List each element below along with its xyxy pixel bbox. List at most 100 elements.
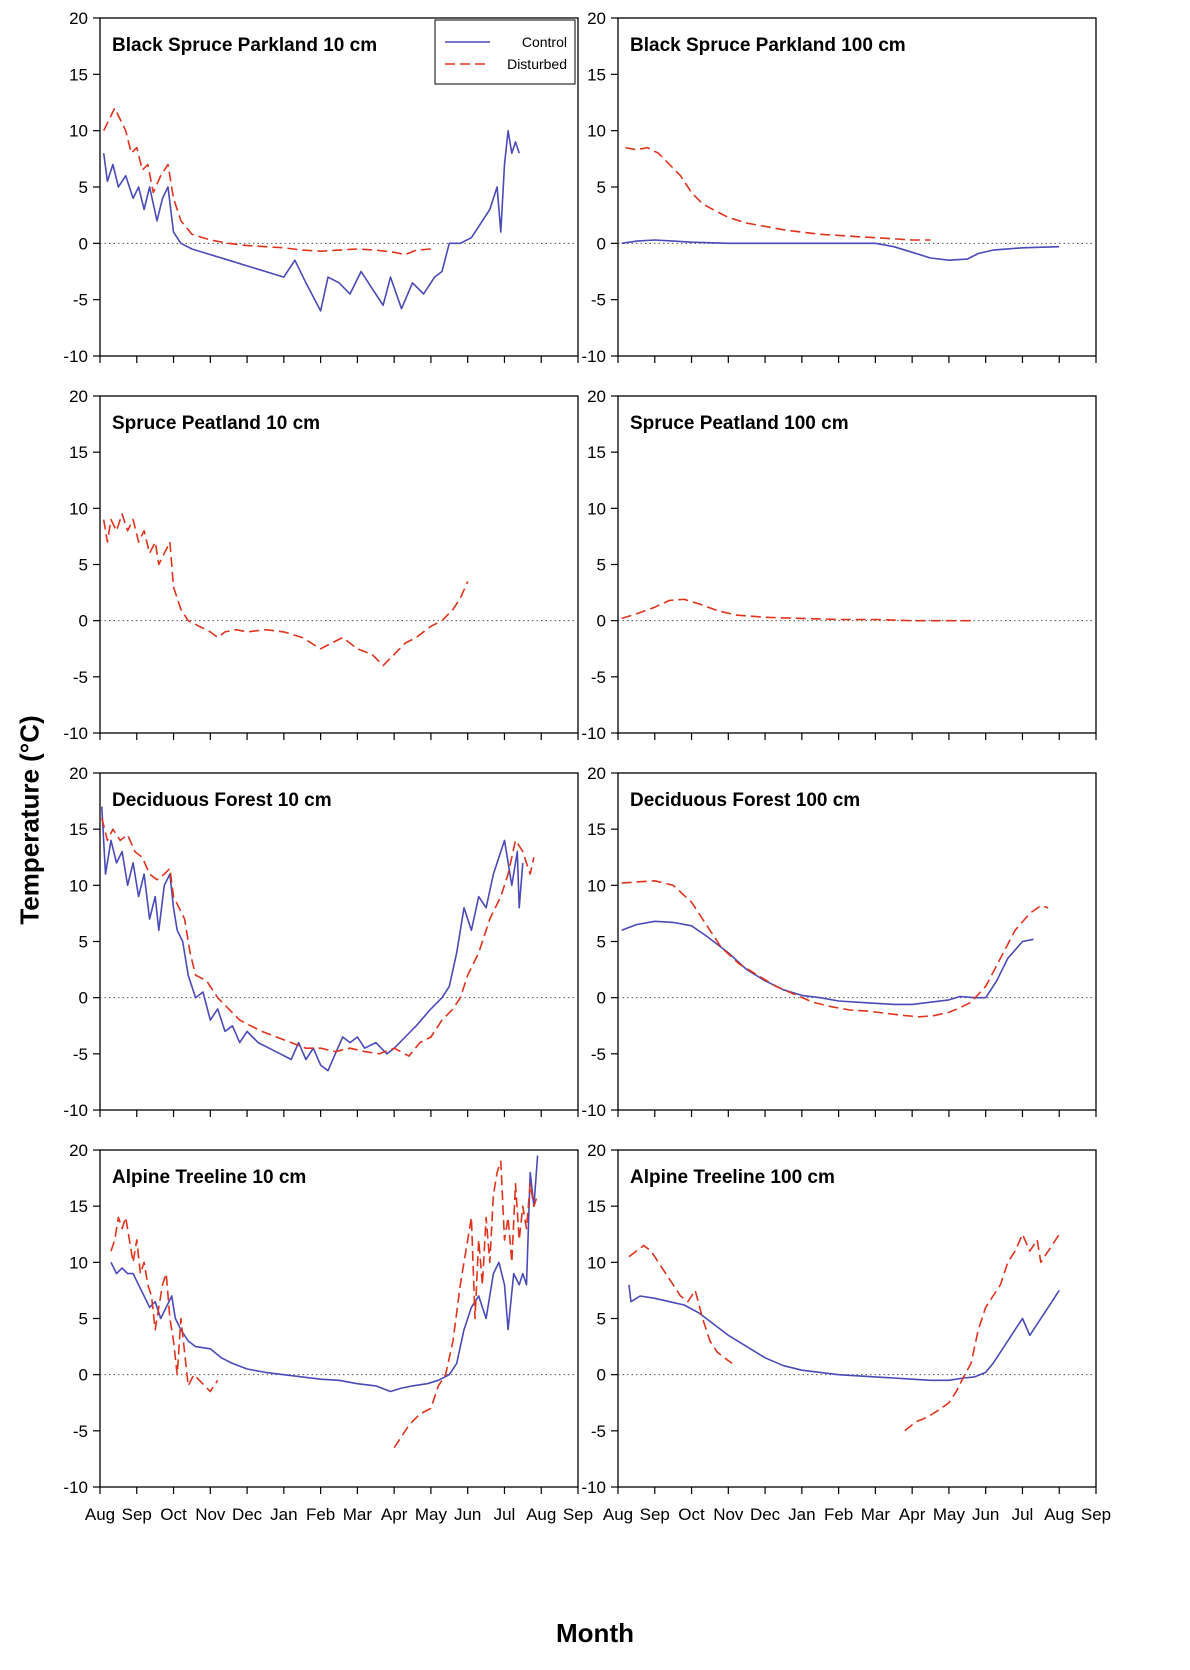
y-tick-label: 10 (69, 122, 88, 141)
y-tick-label: 5 (597, 933, 606, 952)
x-tick-label: Jan (270, 1505, 297, 1524)
panel-deciduous-forest-10-cm: -10 -5 0 5 10 15 20 Deciduous Forest 10 cm (63, 764, 579, 1120)
y-tick-label: -5 (591, 1045, 606, 1064)
y-tick-label: -5 (73, 668, 88, 687)
series-line-control (628, 1284, 1060, 1382)
panel-alpine-treeline-10-cm: -10 -5 0 5 10 15 20 Aug Sep Oct Nov Dec Jan Feb Mar Apr… (63, 1141, 593, 1524)
x-tick-label: Aug (85, 1505, 115, 1524)
x-tick-label: Jun (454, 1505, 481, 1524)
series-line-control (101, 806, 524, 1072)
y-tick-label: 5 (79, 933, 88, 952)
y-tick-label: 5 (597, 556, 606, 575)
y-tick-label: 5 (79, 178, 88, 197)
x-tick-label: Aug (1044, 1505, 1074, 1524)
x-tick-label: Apr (381, 1505, 408, 1524)
series-line-control (621, 239, 1060, 261)
y-axis-title: Temperature (°C) (14, 715, 45, 925)
x-tick-label: Nov (713, 1505, 744, 1524)
y-tick-label: 5 (79, 1310, 88, 1329)
legend-label-control: Control (522, 34, 567, 50)
y-tick-label: 10 (69, 1253, 88, 1272)
panel-alpine-treeline-100-cm: -10 -5 0 5 10 15 20 Aug Sep Oct Nov Dec Jan Feb Mar Apr… (581, 1141, 1111, 1524)
series-line-disturbed (110, 1216, 219, 1393)
panel-title: Alpine Treeline 100 cm (630, 1167, 835, 1188)
x-tick-label: Feb (824, 1505, 853, 1524)
panel-frame (99, 1149, 579, 1488)
x-tick-label: Sep (122, 1505, 152, 1524)
y-tick-label: -5 (73, 1422, 88, 1441)
y-tick-label: 20 (587, 387, 606, 406)
series-line-control (102, 129, 520, 312)
y-tick-label: -5 (591, 1422, 606, 1441)
y-tick-label: 10 (69, 499, 88, 518)
y-tick-label: -10 (63, 347, 88, 366)
y-tick-label: 0 (597, 234, 606, 253)
y-tick-label: 10 (587, 122, 606, 141)
x-tick-label: Jul (1012, 1505, 1034, 1524)
panel-title: Spruce Peatland 100 cm (630, 413, 849, 434)
panel-black-spruce-parkland-100-cm: -10 -5 0 5 10 15 20 Black Spruce Parkland 100 c… (581, 9, 1097, 366)
series-line-disturbed (625, 146, 931, 241)
x-tick-label: Sep (1081, 1505, 1111, 1524)
y-tick-label: 0 (79, 989, 88, 1008)
y-tick-label: 0 (79, 234, 88, 253)
y-tick-label: 10 (69, 876, 88, 895)
legend-label-disturbed: Disturbed (507, 56, 567, 72)
y-tick-label: 15 (587, 443, 606, 462)
panel-black-spruce-parkland-10-cm: -10 -5 0 5 10 15 20 Black Spruce Parkland 10 cm… (63, 9, 579, 366)
y-tick-label: 15 (587, 820, 606, 839)
y-tick-label: 0 (79, 1366, 88, 1385)
x-tick-label: Dec (750, 1505, 781, 1524)
y-tick-label: 10 (587, 499, 606, 518)
legend-box (434, 19, 576, 85)
series-line-disturbed (628, 1244, 733, 1365)
x-tick-label: Dec (232, 1505, 263, 1524)
y-tick-label: -10 (63, 724, 88, 743)
series-line-control (621, 920, 1034, 1006)
y-tick-label: -5 (73, 1045, 88, 1064)
panel-frame (617, 395, 1097, 734)
x-tick-label: Oct (678, 1505, 705, 1524)
x-tick-label: Oct (160, 1505, 187, 1524)
panel-frame (617, 17, 1097, 357)
panel-title: Black Spruce Parkland 100 cm (630, 35, 906, 56)
y-tick-label: 15 (69, 820, 88, 839)
panel-title: Alpine Treeline 10 cm (112, 1167, 306, 1188)
x-tick-label: Jan (788, 1505, 815, 1524)
x-tick-label: Jul (494, 1505, 516, 1524)
y-tick-label: -5 (591, 291, 606, 310)
y-tick-label: 5 (597, 178, 606, 197)
y-tick-label: 10 (587, 876, 606, 895)
series-line-disturbed (621, 880, 1049, 1018)
panel-title: Deciduous Forest 10 cm (112, 790, 332, 811)
series-line-disturbed (102, 513, 469, 667)
y-tick-label: 20 (69, 1141, 88, 1160)
y-tick-label: 10 (587, 1253, 606, 1272)
y-tick-label: 5 (79, 556, 88, 575)
y-tick-label: -10 (63, 1101, 88, 1120)
panel-frame (99, 772, 579, 1111)
y-tick-label: 20 (69, 9, 88, 28)
y-tick-label: 15 (587, 65, 606, 84)
panel-spruce-peatland-100-cm: -10 -5 0 5 10 15 20 Spruce Peatland 100 cm (581, 387, 1097, 743)
series-line-disturbed (101, 817, 535, 1057)
x-tick-label: May (933, 1505, 966, 1524)
y-tick-label: -10 (581, 724, 606, 743)
series-line-disturbed (393, 1160, 539, 1449)
x-tick-label: Mar (343, 1505, 373, 1524)
y-tick-label: 0 (597, 1366, 606, 1385)
panel-title: Deciduous Forest 100 cm (630, 790, 860, 811)
x-axis-title: Month (556, 1618, 634, 1648)
y-tick-label: -10 (581, 1478, 606, 1497)
panel-spruce-peatland-10-cm: -10 -5 0 5 10 15 20 Spruce Peatland 10 cm (63, 387, 579, 743)
x-tick-label: Aug (526, 1505, 556, 1524)
x-tick-label: Feb (306, 1505, 335, 1524)
y-axis-title-wrapper: Temperature (°C) (10, 600, 50, 1040)
y-tick-label: 0 (79, 612, 88, 631)
y-tick-label: -5 (591, 668, 606, 687)
y-tick-label: 20 (69, 764, 88, 783)
series-line-disturbed (621, 598, 971, 622)
series-line-control (110, 1155, 539, 1393)
panel-deciduous-forest-100-cm: -10 -5 0 5 10 15 20 Deciduous Forest 100 cm (581, 764, 1097, 1120)
